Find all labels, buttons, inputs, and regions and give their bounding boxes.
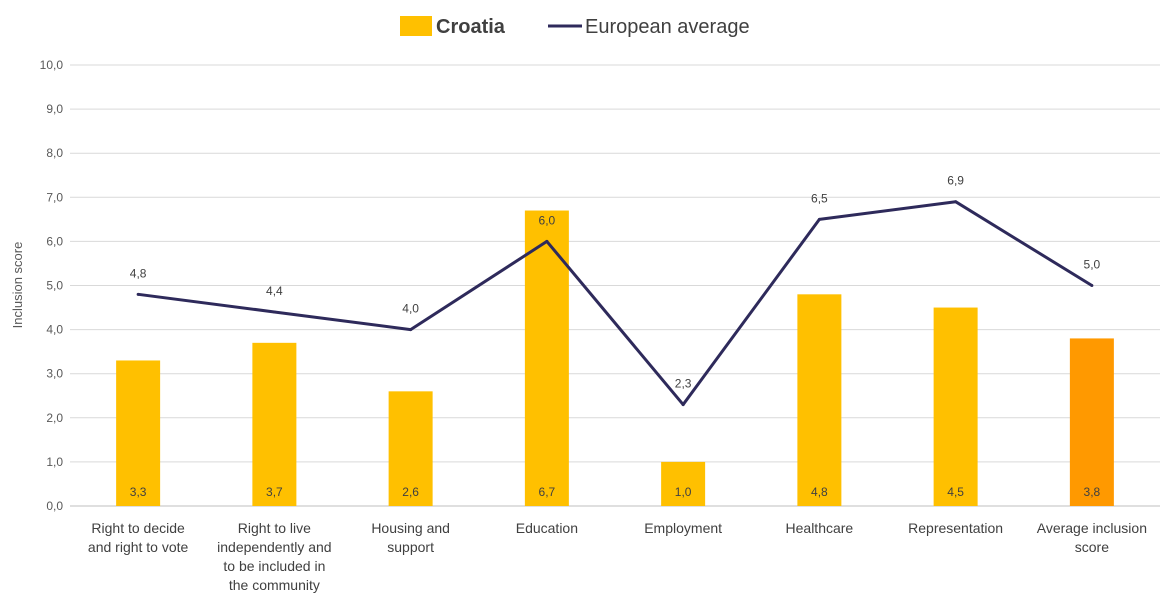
y-tick-label: 9,0 (46, 102, 63, 116)
y-tick-label: 6,0 (46, 234, 63, 248)
x-category-label: Education (516, 520, 578, 536)
legend-swatch-croatia (400, 16, 432, 36)
gridlines (70, 65, 1160, 506)
x-category-label-line: support (387, 539, 434, 555)
line-value-label: 5,0 (1084, 258, 1101, 272)
x-category-label-line: to be included in (223, 558, 325, 574)
legend-label-croatia: Croatia (436, 16, 506, 38)
x-category-label-line: Right to decide (91, 520, 185, 536)
y-axis-ticks: 0,0 1,0 2,0 3,0 4,0 5,0 6,0 7,0 8,0 9,0 10,0 (40, 58, 64, 513)
y-tick-label: 0,0 (46, 499, 63, 513)
line-value-label: 2,3 (675, 377, 692, 391)
bar-value-label: 4,8 (811, 485, 828, 499)
bar-value-label: 3,3 (130, 485, 147, 499)
y-tick-label: 5,0 (46, 279, 63, 293)
y-tick-label: 3,0 (46, 367, 63, 381)
x-category-label-line: Average inclusion (1037, 520, 1147, 536)
y-tick-label: 7,0 (46, 190, 63, 204)
bar (797, 294, 841, 506)
bar (1070, 338, 1114, 506)
x-category-label-line: Healthcare (786, 520, 854, 536)
bar-value-label: 3,7 (266, 485, 283, 499)
line-point (818, 218, 821, 221)
line-value-label: 4,0 (402, 302, 419, 316)
x-category-label: Right to live independently and to be incl… (217, 520, 331, 593)
x-category-label: Housing and support (371, 520, 450, 555)
line-value-label: 4,4 (266, 284, 283, 298)
bar-value-label: 2,6 (402, 485, 419, 499)
x-category-label: Average inclusion score (1037, 520, 1147, 555)
legend-label-european-average: European average (585, 16, 750, 38)
x-category-label-line: score (1075, 539, 1109, 555)
line-point (409, 328, 412, 331)
legend: Croatia European average (400, 16, 750, 38)
line-value-label: 6,9 (947, 174, 964, 188)
x-category-label-line: Education (516, 520, 578, 536)
line-value-label: 4,8 (130, 266, 147, 280)
x-category-label: Representation (908, 520, 1003, 536)
line-point (273, 310, 276, 313)
bar-value-label: 3,8 (1084, 485, 1101, 499)
bar (934, 308, 978, 506)
x-category-label-line: Employment (644, 520, 722, 536)
x-category-label: Right to decide and right to vote (88, 520, 189, 555)
line-point (1090, 284, 1093, 287)
y-tick-label: 10,0 (40, 58, 64, 72)
y-axis-label: Inclusion score (10, 242, 25, 329)
y-tick-label: 8,0 (46, 146, 63, 160)
x-category-label-line: Right to live (238, 520, 311, 536)
bar-value-label: 1,0 (675, 485, 692, 499)
x-category-label-line: independently and (217, 539, 331, 555)
x-category-label-line: the community (229, 577, 320, 593)
line-point (954, 200, 957, 203)
y-tick-label: 2,0 (46, 411, 63, 425)
x-category-label: Healthcare (786, 520, 854, 536)
line-point (545, 240, 548, 243)
y-tick-label: 1,0 (46, 455, 63, 469)
x-category-label-line: Representation (908, 520, 1003, 536)
bar (525, 211, 569, 506)
bar-value-label: 4,5 (947, 485, 964, 499)
bar (661, 462, 705, 506)
line-point (682, 403, 685, 406)
y-tick-label: 4,0 (46, 323, 63, 337)
x-category-label: Employment (644, 520, 722, 536)
bar (252, 343, 296, 506)
line-value-label: 6,5 (811, 191, 828, 205)
x-category-label-line: Housing and (371, 520, 450, 536)
line-value-label: 6,0 (539, 213, 556, 227)
line-point (137, 293, 140, 296)
bar-value-label: 6,7 (539, 485, 556, 499)
x-category-label-line: and right to vote (88, 539, 189, 555)
